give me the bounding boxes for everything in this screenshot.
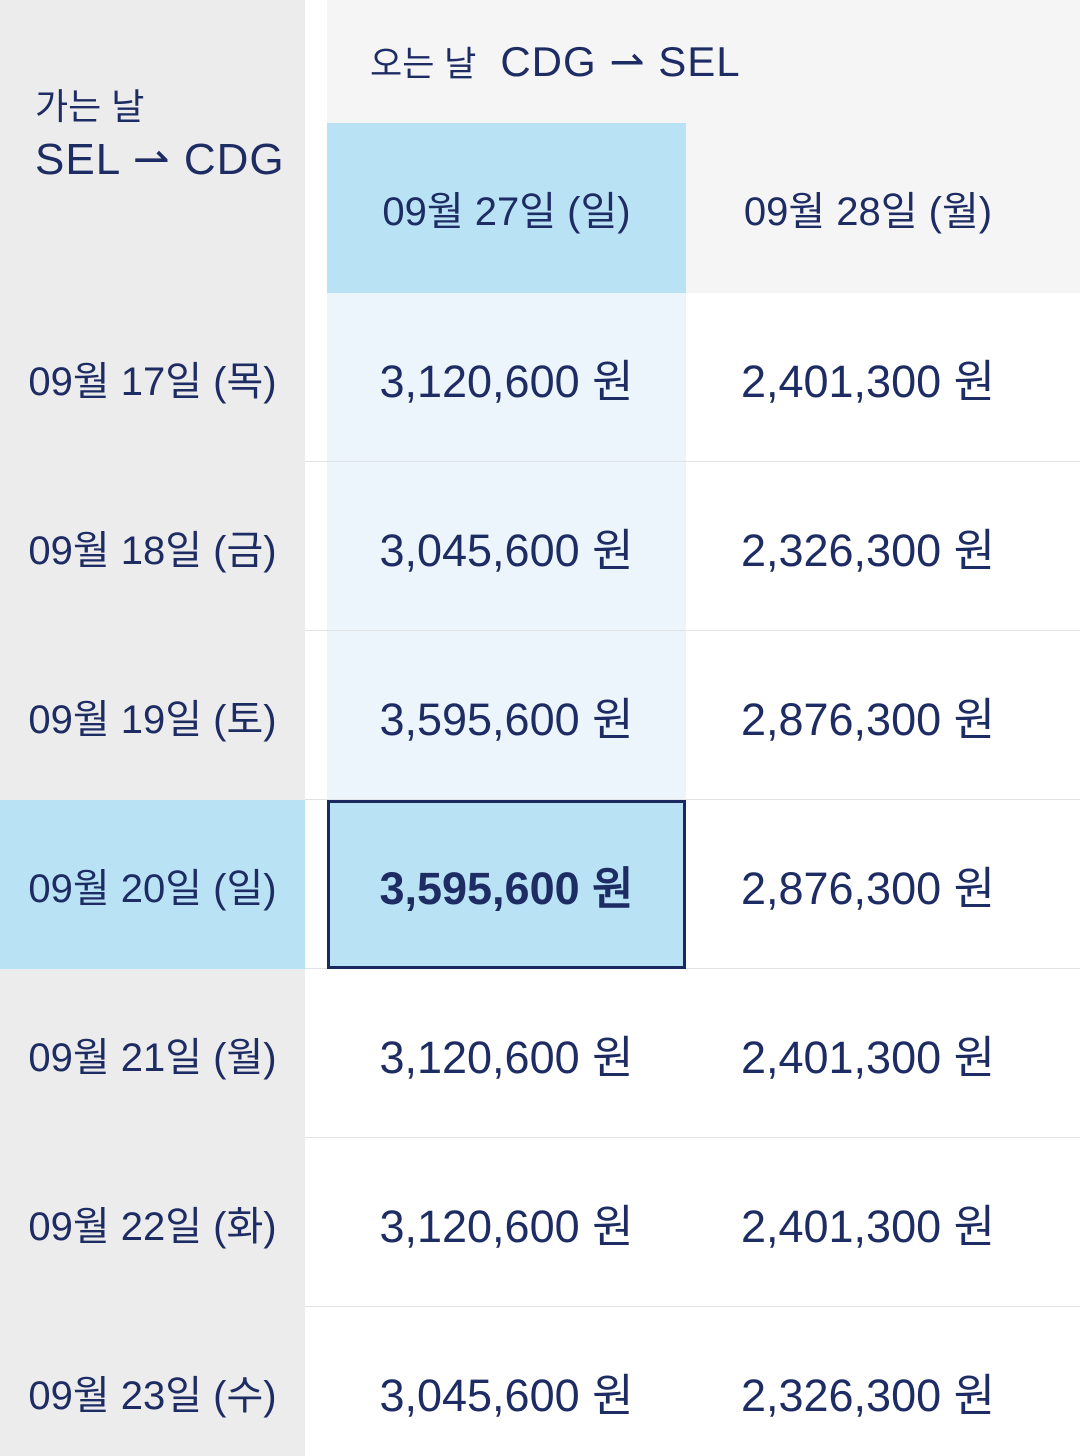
fare-cell-col1[interactable]: 3,595,600 원	[327, 631, 686, 799]
fare-cell-col2[interactable]: 2,401,300 원	[686, 969, 1050, 1137]
row-right-filler	[1050, 800, 1080, 968]
fare-rows: 3,120,600 원 2,401,300 원 3,045,600 원 2,32…	[305, 293, 1080, 1456]
return-date-column-header-selected: 09월 27일 (일)	[327, 123, 686, 293]
fare-price: 3,045,600 원	[379, 1369, 634, 1421]
fare-row: 3,045,600 원 2,326,300 원	[305, 462, 1080, 631]
column-gap	[305, 1138, 327, 1306]
fare-table: 오는 날 CDG ⇀ SEL 09월 27일 (일) 09월 28일 (월) 3…	[305, 0, 1080, 1456]
column-gap	[305, 631, 327, 799]
outbound-date-cell: 09월 19일 (토)	[0, 631, 305, 800]
fare-price: 3,595,600 원	[379, 693, 634, 745]
row-right-filler	[1050, 462, 1080, 630]
outbound-date-cell: 09월 18일 (금)	[0, 462, 305, 631]
outbound-date-cell: 09월 17일 (목)	[0, 293, 305, 462]
outbound-date-list: 09월 17일 (목) 09월 18일 (금) 09월 19일 (토) 09월 …	[0, 293, 305, 1456]
return-dates-header-band: 오는 날 CDG ⇀ SEL 09월 27일 (일) 09월 28일 (월)	[327, 0, 1080, 293]
fare-row: 3,595,600 원 2,876,300 원	[305, 631, 1080, 800]
outbound-direction-label: 가는 날	[35, 86, 145, 127]
return-date-column-header: 09월 28일 (월)	[743, 190, 993, 234]
fare-cell-col2[interactable]: 2,401,300 원	[686, 293, 1050, 461]
fare-cell-col2[interactable]: 2,326,300 원	[686, 1307, 1050, 1456]
fare-price: 2,876,300 원	[740, 693, 996, 745]
row-right-filler	[1050, 1307, 1080, 1456]
outbound-date-label: 09월 21일 (월)	[28, 1035, 277, 1080]
fare-row: 3,045,600 원 2,326,300 원	[305, 1307, 1080, 1456]
fare-cell-col1[interactable]: 3,120,600 원	[327, 293, 686, 461]
return-header: 오는 날 CDG ⇀ SEL	[370, 36, 741, 87]
fare-cell-col2[interactable]: 2,326,300 원	[686, 462, 1050, 630]
fare-row: 3,120,600 원 2,401,300 원	[305, 969, 1080, 1138]
column-gap	[305, 462, 327, 630]
fare-cell-selected[interactable]: 3,595,600 원	[327, 800, 686, 969]
outbound-date-cell: 09월 22일 (화)	[0, 1138, 305, 1307]
fare-price: 2,401,300 원	[740, 355, 996, 407]
row-right-filler	[1050, 1138, 1080, 1306]
outbound-header: 가는 날 SEL ⇀ CDG	[35, 84, 285, 188]
fare-cell-col2[interactable]: 2,876,300 원	[686, 800, 1050, 968]
fare-row: 3,595,600 원 2,876,300 원	[305, 800, 1080, 969]
row-right-filler	[1050, 293, 1080, 461]
fare-cell-col1[interactable]: 3,120,600 원	[327, 969, 686, 1137]
fare-row: 3,120,600 원 2,401,300 원	[305, 293, 1080, 462]
outbound-route-label: SEL ⇀ CDG	[35, 134, 285, 184]
outbound-date-label: 09월 23일 (수)	[28, 1373, 277, 1418]
column-gap	[305, 1307, 327, 1456]
return-direction-label: 오는 날	[370, 45, 477, 84]
fare-price: 2,401,300 원	[740, 1031, 996, 1083]
outbound-dates-panel: 가는 날 SEL ⇀ CDG 09월 17일 (목) 09월 18일 (금) 0…	[0, 0, 305, 1456]
outbound-date-cell: 09월 21일 (월)	[0, 969, 305, 1138]
fare-cell-col1[interactable]: 3,045,600 원	[327, 1307, 686, 1456]
column-gap	[305, 800, 327, 968]
row-right-filler	[1050, 969, 1080, 1137]
row-right-filler	[1050, 631, 1080, 799]
outbound-date-cell: 09월 20일 (일)	[0, 800, 305, 969]
fare-price: 2,401,300 원	[740, 1200, 996, 1252]
outbound-date-cell: 09월 23일 (수)	[0, 1307, 305, 1456]
fare-row: 3,120,600 원 2,401,300 원	[305, 1138, 1080, 1307]
column-gap	[305, 969, 327, 1137]
fare-cell-col2[interactable]: 2,876,300 원	[686, 631, 1050, 799]
fare-price: 2,326,300 원	[740, 524, 996, 576]
fare-cell-col1[interactable]: 3,045,600 원	[327, 462, 686, 630]
fare-cell-col1[interactable]: 3,120,600 원	[327, 1138, 686, 1306]
fare-price: 2,326,300 원	[740, 1369, 996, 1421]
outbound-date-label: 09월 17일 (목)	[28, 359, 277, 404]
outbound-date-label: 09월 20일 (일)	[28, 866, 277, 911]
fare-price: 3,045,600 원	[379, 524, 634, 576]
return-route-label: CDG ⇀ SEL	[500, 38, 741, 85]
outbound-date-label: 09월 18일 (금)	[28, 528, 277, 573]
fare-price: 2,876,300 원	[740, 862, 996, 914]
fare-price: 3,595,600 원	[379, 863, 634, 914]
column-gap	[305, 293, 327, 461]
fare-price: 3,120,600 원	[379, 1031, 634, 1083]
fare-price: 3,120,600 원	[379, 1200, 634, 1252]
outbound-date-label: 09월 22일 (화)	[28, 1204, 277, 1249]
fare-price: 3,120,600 원	[379, 355, 634, 407]
fare-cell-col2[interactable]: 2,401,300 원	[686, 1138, 1050, 1306]
outbound-date-label: 09월 19일 (토)	[28, 697, 277, 742]
